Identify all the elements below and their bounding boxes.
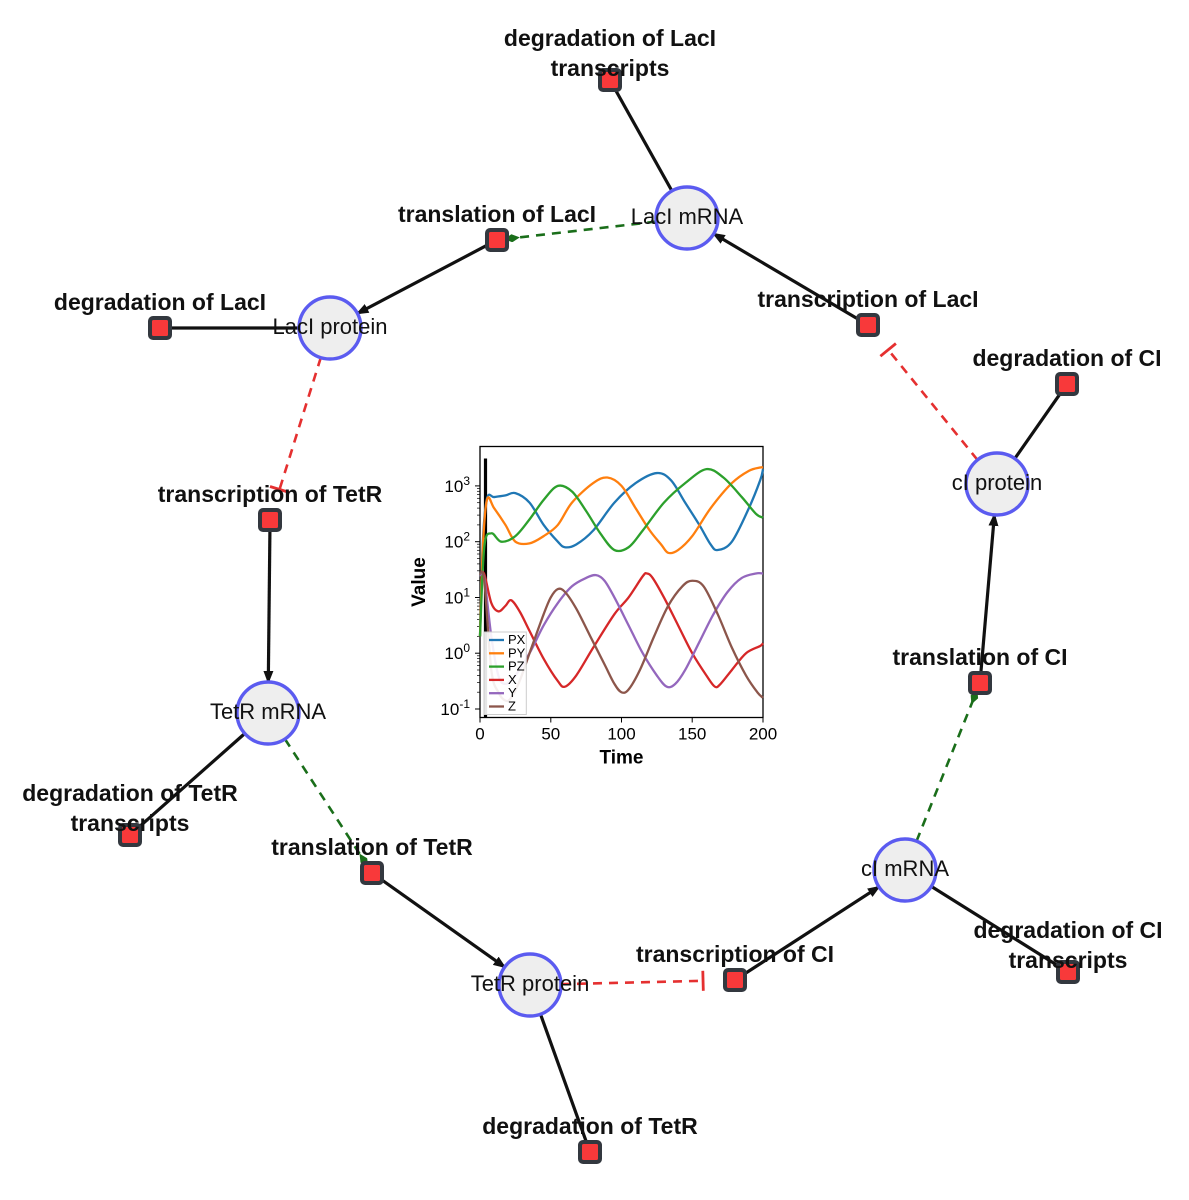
svg-text:degradation of TetR: degradation of TetR	[482, 1113, 698, 1139]
svg-text:degradation of CI: degradation of CI	[972, 345, 1161, 371]
svg-text:cI mRNA: cI mRNA	[861, 856, 949, 881]
svg-text:degradation of LacI: degradation of LacI	[504, 25, 716, 51]
svg-text:transcripts: transcripts	[551, 55, 670, 81]
svg-text:degradation of CI: degradation of CI	[973, 917, 1162, 943]
svg-text:degradation of LacI: degradation of LacI	[54, 289, 266, 315]
svg-text:translation of TetR: translation of TetR	[271, 834, 473, 860]
svg-text:transcripts: transcripts	[1009, 947, 1128, 973]
svg-text:200: 200	[749, 725, 777, 744]
svg-text:TetR protein: TetR protein	[471, 971, 590, 996]
svg-text:Time: Time	[599, 748, 643, 769]
svg-text:cI protein: cI protein	[952, 470, 1043, 495]
svg-text:transcription of CI: transcription of CI	[636, 941, 834, 967]
svg-text:100: 100	[607, 725, 635, 744]
svg-text:10-1: 10-1	[440, 697, 470, 719]
svg-text:TetR mRNA: TetR mRNA	[210, 699, 326, 724]
svg-text:Z: Z	[508, 699, 516, 714]
svg-text:transcripts: transcripts	[71, 810, 190, 836]
svg-text:transcription of LacI: transcription of LacI	[757, 286, 978, 312]
svg-text:0: 0	[475, 725, 484, 744]
svg-text:102: 102	[444, 530, 470, 552]
svg-text:LacI mRNA: LacI mRNA	[631, 204, 744, 229]
svg-text:LacI protein: LacI protein	[273, 314, 388, 339]
svg-text:translation of CI: translation of CI	[892, 644, 1067, 670]
svg-text:103: 103	[444, 474, 470, 496]
svg-text:translation of LacI: translation of LacI	[398, 201, 596, 227]
svg-text:100: 100	[444, 641, 470, 663]
svg-text:150: 150	[678, 725, 706, 744]
svg-text:transcription of TetR: transcription of TetR	[158, 481, 383, 507]
svg-text:101: 101	[444, 586, 470, 608]
svg-text:degradation of TetR: degradation of TetR	[22, 780, 238, 806]
svg-text:Value: Value	[409, 557, 430, 607]
svg-text:50: 50	[541, 725, 560, 744]
